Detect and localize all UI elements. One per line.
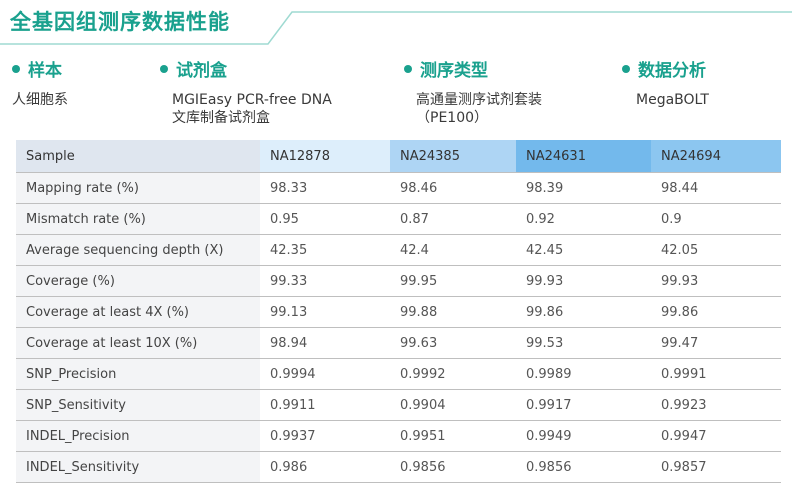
cell-value: 42.45 <box>526 242 564 258</box>
table-row: INDEL_Precision 0.9937 0.9951 0.9949 0.9947 <box>16 420 781 452</box>
header-na24385: NA24385 <box>390 140 516 173</box>
row-label: Mapping rate (%) <box>16 172 260 204</box>
bullet-icon <box>160 64 168 73</box>
row-label: Coverage (%) <box>16 265 260 297</box>
cell-value: 98.46 <box>400 180 438 196</box>
table-row: Coverage at least 10X (%) 98.94 99.63 99.53… <box>16 327 781 359</box>
row-label: Mismatch rate (%) <box>16 203 260 235</box>
section-heading: 试剂盒 <box>176 61 227 81</box>
cell-value: 42.05 <box>661 242 699 258</box>
header-sample: Sample <box>16 140 260 173</box>
cell-value: 42.4 <box>400 242 429 258</box>
row-label: Coverage at least 10X (%) <box>16 327 260 359</box>
header-na24631: NA24631 <box>516 140 651 173</box>
cell-value: 99.86 <box>526 304 564 320</box>
row-label: SNP_Sensitivity <box>16 389 260 421</box>
row-label: INDEL_Sensitivity <box>16 451 260 483</box>
section-heading: 测序类型 <box>420 61 488 81</box>
cell-value: 99.95 <box>400 273 438 289</box>
performance-table: Sample NA12878 NA24385 NA24631 NA24694 M… <box>16 140 781 483</box>
table-row: Average sequencing depth (X) 42.35 42.4 42.… <box>16 234 781 266</box>
table-row: SNP_Precision 0.9994 0.9992 0.9989 0.9991 <box>16 358 781 390</box>
cell-value: 98.44 <box>661 180 699 196</box>
cell-value: 0.9857 <box>661 459 707 475</box>
cell-value: 99.88 <box>400 304 438 320</box>
cell-value: 0.9917 <box>526 397 572 413</box>
table-row: Coverage (%) 99.33 99.95 99.93 99.93 <box>16 265 781 297</box>
header-na12878: NA12878 <box>260 140 390 173</box>
cell-value: 99.93 <box>526 273 564 289</box>
section-text: 高通量测序试剂套装 （PE100） <box>416 92 542 126</box>
bullet-icon <box>404 64 412 73</box>
cell-value: 99.33 <box>270 273 308 289</box>
table-row: Coverage at least 4X (%) 99.13 99.88 99.86 9… <box>16 296 781 328</box>
page-title: 全基因组测序数据性能 <box>10 10 230 34</box>
section-analysis: 数据分析 MegaBOLT <box>622 56 709 109</box>
header-na24694: NA24694 <box>651 140 781 173</box>
cell-value: 0.9992 <box>400 366 446 382</box>
cell-value: 0.9923 <box>661 397 707 413</box>
cell-value: 0.9991 <box>661 366 707 382</box>
cell-value: 0.9856 <box>526 459 572 475</box>
row-label: SNP_Precision <box>16 358 260 390</box>
cell-value: 0.9904 <box>400 397 446 413</box>
cell-value: 98.94 <box>270 335 308 351</box>
cell-value: 99.63 <box>400 335 438 351</box>
section-heading: 数据分析 <box>638 61 706 81</box>
cell-value: 0.9 <box>661 211 682 227</box>
bullet-icon <box>12 64 20 73</box>
cell-value: 99.93 <box>661 273 699 289</box>
cell-value: 98.33 <box>270 180 308 196</box>
cell-value: 0.92 <box>526 211 555 227</box>
cell-value: 0.9947 <box>661 428 707 444</box>
cell-value: 98.39 <box>526 180 564 196</box>
section-sample: 样本 人细胞系 <box>12 56 68 109</box>
cell-value: 0.95 <box>270 211 299 227</box>
section-text: 人细胞系 <box>12 92 68 108</box>
cell-value: 0.9937 <box>270 428 316 444</box>
section-seq-type: 测序类型 高通量测序试剂套装 （PE100） <box>404 56 542 127</box>
table-row: INDEL_Sensitivity 0.986 0.9856 0.9856 0.9857 <box>16 451 781 483</box>
cell-value: 99.53 <box>526 335 564 351</box>
cell-value: 0.9994 <box>270 366 316 382</box>
row-label: Coverage at least 4X (%) <box>16 296 260 328</box>
table-header-row: Sample NA12878 NA24385 NA24631 NA24694 <box>16 140 781 173</box>
section-heading: 样本 <box>28 61 62 81</box>
cell-value: 99.13 <box>270 304 308 320</box>
section-text: MegaBOLT <box>636 92 709 108</box>
row-label: Average sequencing depth (X) <box>16 234 260 266</box>
table-row: Mismatch rate (%) 0.95 0.87 0.92 0.9 <box>16 203 781 235</box>
cell-value: 0.9951 <box>400 428 446 444</box>
cell-value: 0.9856 <box>400 459 446 475</box>
section-text: MGIEasy PCR-free DNA 文库制备试剂盒 <box>172 92 332 126</box>
cell-value: 0.9949 <box>526 428 572 444</box>
title-underline <box>0 11 792 45</box>
cell-value: 0.9989 <box>526 366 572 382</box>
table-row: Mapping rate (%) 98.33 98.46 98.39 98.44 <box>16 172 781 204</box>
cell-value: 99.47 <box>661 335 699 351</box>
cell-value: 99.86 <box>661 304 699 320</box>
title-banner: 全基因组测序数据性能 <box>0 0 800 46</box>
cell-value: 42.35 <box>270 242 308 258</box>
cell-value: 0.986 <box>270 459 308 475</box>
bullet-icon <box>622 64 630 73</box>
cell-value: 0.9911 <box>270 397 316 413</box>
row-label: INDEL_Precision <box>16 420 260 452</box>
cell-value: 0.87 <box>400 211 429 227</box>
table-row: SNP_Sensitivity 0.9911 0.9904 0.9917 0.9923 <box>16 389 781 421</box>
section-kit: 试剂盒 MGIEasy PCR-free DNA 文库制备试剂盒 <box>160 56 332 127</box>
